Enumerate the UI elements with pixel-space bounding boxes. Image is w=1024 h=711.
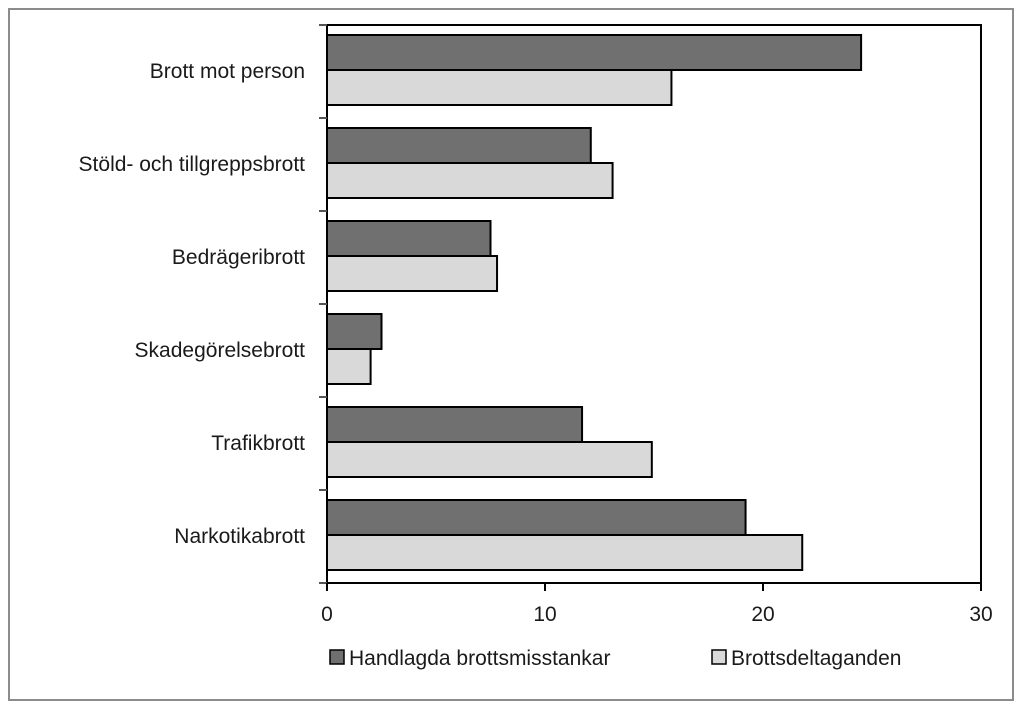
category-label: Trafikbrott (211, 432, 305, 455)
plot-area (326, 24, 982, 584)
bar-handlagda-2 (326, 220, 492, 257)
legend-label-handlagda: Handlagda brottsmisstankar (349, 647, 610, 670)
bar-brottsdeltaganden-3 (326, 348, 372, 385)
legend-swatch-brottsdeltaganden (711, 649, 727, 665)
bar-handlagda-3 (326, 313, 383, 350)
bar-handlagda-4 (326, 406, 584, 443)
legend-swatch-handlagda (329, 649, 345, 665)
category-label: Brott mot person (150, 60, 305, 83)
category-label: Stöld- och tillgreppsbrott (79, 153, 306, 176)
bar-brottsdeltaganden-5 (326, 534, 804, 571)
bar-handlagda-5 (326, 499, 747, 536)
category-label: Bedrägeribrott (172, 246, 305, 269)
bar-handlagda-0 (326, 34, 863, 71)
bar-brottsdeltaganden-4 (326, 441, 653, 478)
x-tick-label: 0 (321, 603, 333, 626)
category-label: Skadegörelsebrott (135, 339, 306, 362)
bar-brottsdeltaganden-0 (326, 69, 673, 106)
x-tick-label: 10 (533, 603, 556, 626)
legend-label-brottsdeltaganden: Brottsdeltaganden (731, 647, 901, 670)
category-label: Narkotikabrott (174, 525, 305, 548)
x-tick-label: 30 (969, 603, 992, 626)
bar-handlagda-1 (326, 127, 592, 164)
bar-brottsdeltaganden-1 (326, 162, 614, 199)
x-tick-label: 20 (751, 603, 774, 626)
bar-brottsdeltaganden-2 (326, 255, 499, 292)
